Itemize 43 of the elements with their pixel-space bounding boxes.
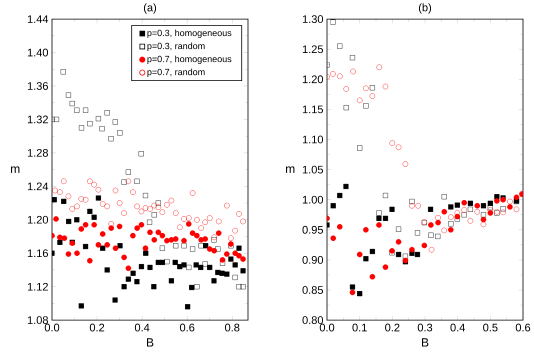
y-tick-label: 0.80 [302, 316, 324, 324]
y-tick-label: 1.10 [302, 136, 324, 144]
x-tick-label: 0.4 [134, 324, 150, 332]
x-tick-label: 0.2 [90, 324, 104, 332]
legend-label: p=0.3, homogeneous [147, 29, 232, 38]
y-tick-label: 1.20 [28, 216, 48, 224]
x-tick-label: 0.1 [352, 324, 367, 332]
y-axis-title: m [286, 166, 294, 173]
y-tick-label: 1.05 [302, 166, 323, 174]
x-tick-label: 0.2 [385, 324, 400, 332]
y-tick-label: 1.00 [302, 196, 324, 204]
y-tick-label: 1.28 [28, 148, 48, 157]
y-tick-label: 1.25 [302, 45, 323, 54]
x-axis-title: B [422, 338, 428, 347]
y-tick-label: 0.90 [302, 256, 324, 264]
y-tick-label: 1.36 [28, 82, 48, 90]
y-tick-label: 1.20 [302, 75, 324, 84]
x-tick-label: 0.4 [450, 324, 465, 332]
legend-label: p=0.7, random [147, 68, 205, 77]
legend-label: p=0.7, homogeneous [147, 56, 232, 64]
x-tick-label: 0.3 [418, 324, 432, 332]
y-tick-label: 1.16 [28, 249, 48, 258]
legend-label: p=0.3, random [147, 42, 205, 51]
x-axis-title: B [146, 338, 154, 347]
chart-title: (b) [418, 3, 432, 14]
x-tick-label: 0.0 [320, 324, 334, 332]
y-axis-title: m [10, 166, 20, 173]
y-tick-label: 1.30 [302, 15, 324, 23]
y-tick-label: 1.32 [28, 116, 48, 124]
y-tick-label: 1.44 [28, 15, 48, 23]
x-tick-label: 0.5 [483, 324, 498, 332]
y-tick-label: 1.40 [28, 48, 48, 56]
chart-title: (a) [144, 3, 156, 14]
y-tick-label: 0.85 [302, 286, 323, 294]
y-tick-label: 1.12 [28, 282, 48, 290]
y-tick-label: 0.95 [302, 226, 323, 234]
x-tick-label: 0.8 [225, 324, 240, 332]
y-tick-label: 1.08 [28, 316, 48, 324]
x-tick-label: 0.6 [516, 324, 530, 332]
y-tick-label: 1.15 [302, 106, 323, 114]
x-tick-label: 0.6 [180, 324, 194, 332]
x-tick-label: 0.0 [44, 324, 60, 332]
y-tick-label: 1.24 [28, 182, 48, 190]
